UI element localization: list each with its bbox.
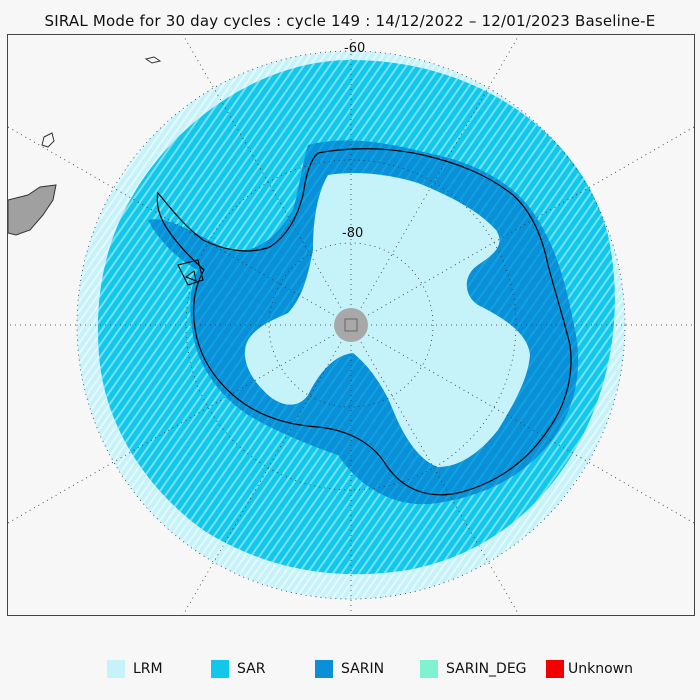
- pole-marker: [344, 318, 358, 332]
- lat-label-80: -80: [342, 226, 363, 241]
- legend-swatch-lrm: [107, 660, 125, 678]
- legend-item-sar: SAR: [211, 660, 265, 678]
- ice-shelf-detail: [177, 259, 204, 286]
- map-canvas: -60 -80: [8, 35, 694, 615]
- lat-label-60: -60: [344, 41, 365, 56]
- meridian-lines: [8, 35, 694, 615]
- legend-swatch-sarin: [315, 660, 333, 678]
- legend-label-sar: SAR: [237, 661, 266, 677]
- chart-title: SIRAL Mode for 30 day cycles : cycle 149…: [44, 12, 656, 30]
- lrm-continent-interior: [244, 172, 530, 467]
- legend-swatch-sarin-deg: [420, 660, 438, 678]
- legend-item-lrm: LRM: [107, 660, 163, 678]
- pole-gap: [334, 308, 368, 342]
- legend-swatch-unknown: [546, 660, 564, 678]
- latitude-circle-60: [76, 50, 626, 600]
- falkland-islands: [41, 132, 55, 148]
- polar-map: -60 -80: [7, 34, 695, 616]
- latitude-circle-80: [268, 242, 434, 408]
- legend-label-sarin-deg: SARIN_DEG: [446, 661, 527, 677]
- legend-item-unknown: Unknown: [546, 660, 633, 678]
- legend-label-unknown: Unknown: [568, 661, 633, 677]
- south-georgia: [144, 56, 162, 64]
- legend-item-sarin-deg: SARIN_DEG: [420, 660, 527, 678]
- legend: LRM SAR SARIN SARIN_DEG Unknown: [0, 660, 700, 680]
- legend-item-sarin: SARIN: [315, 660, 384, 678]
- south-america-land: [8, 184, 57, 236]
- legend-label-sarin: SARIN: [341, 661, 385, 677]
- legend-swatch-sar: [211, 660, 229, 678]
- legend-label-lrm: LRM: [133, 661, 163, 677]
